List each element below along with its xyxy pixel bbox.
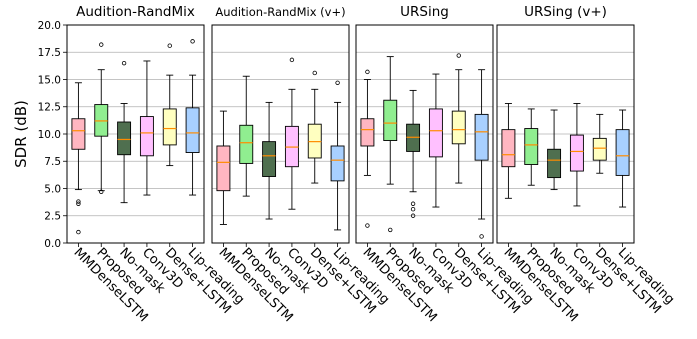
y-tick-label: 10.0 — [38, 129, 61, 141]
y-tick-label: 7.5 — [44, 156, 61, 168]
y-tick-label: 20.0 — [38, 20, 61, 32]
panel-frame — [355, 24, 494, 244]
outlier-point — [335, 80, 340, 85]
panel-4: URSing (v+)MMDenseLSTMProposedNo-maskCon… — [496, 4, 677, 325]
box-iqr — [547, 148, 562, 179]
outlier-point — [410, 213, 416, 218]
outlier-point — [76, 201, 81, 206]
box-iqr — [262, 141, 277, 177]
box-iqr — [615, 129, 630, 176]
box-dense-lstm — [162, 43, 177, 167]
box-lip-reading — [185, 39, 200, 196]
outlier-point — [410, 201, 416, 206]
box-iqr — [569, 134, 584, 172]
box-conv3d — [284, 57, 299, 210]
box-proposed — [239, 75, 254, 197]
outlier-point — [76, 229, 81, 235]
box-dense-lstm — [592, 113, 607, 174]
box-iqr — [216, 145, 231, 192]
box-iqr — [139, 116, 154, 157]
box-iqr — [117, 121, 132, 156]
box-proposed — [383, 56, 398, 233]
outlier-point — [99, 42, 104, 47]
box-proposed — [524, 108, 539, 186]
outlier-point — [456, 53, 461, 58]
outlier-point — [167, 43, 172, 48]
box-iqr — [71, 118, 86, 150]
box-iqr — [451, 110, 466, 145]
box-dense-lstm — [451, 53, 466, 184]
panel-frame — [66, 24, 205, 244]
outlier-point — [365, 223, 370, 228]
panel-title: URSing (v+) — [524, 4, 607, 20]
box-iqr — [501, 129, 516, 168]
box-no-mask — [262, 101, 277, 220]
box-conv3d — [428, 73, 443, 208]
box-proposed — [94, 42, 109, 194]
box-lip-reading — [615, 109, 630, 208]
box-iqr — [383, 99, 398, 141]
box-iqr — [474, 113, 489, 161]
outlier-point — [410, 207, 416, 212]
y-tick-label: 2.5 — [44, 211, 61, 223]
y-tick-label: 0.0 — [44, 238, 61, 250]
box-mmdenselstm — [71, 82, 86, 235]
box-lip-reading — [474, 69, 489, 239]
box-mmdenselstm — [360, 69, 375, 228]
box-iqr — [239, 124, 254, 164]
box-dense-lstm — [307, 70, 322, 184]
panel-frame — [211, 24, 350, 244]
box-conv3d — [139, 60, 154, 196]
y-tick-label: 5.0 — [44, 183, 61, 195]
box-no-mask — [547, 109, 562, 191]
box-iqr — [524, 128, 539, 165]
box-conv3d — [569, 103, 584, 207]
outlier-point — [76, 199, 81, 204]
y-tick-label: 17.5 — [38, 47, 61, 59]
box-iqr — [360, 118, 375, 147]
outlier-point — [312, 70, 317, 76]
outlier-point — [365, 69, 370, 75]
y-tick-label: 12.5 — [38, 102, 61, 114]
panel-title: Audition-RandMix — [76, 4, 195, 20]
panel-frame — [496, 24, 635, 244]
outlier-point — [479, 234, 484, 239]
box-no-mask — [117, 60, 132, 204]
outlier-point — [121, 60, 127, 66]
y-axis-label: SDR (dB) — [12, 100, 30, 168]
box-iqr — [185, 107, 200, 153]
box-iqr — [592, 137, 607, 161]
box-iqr — [330, 145, 345, 182]
outlier-point — [289, 57, 295, 63]
outlier-point — [388, 227, 393, 233]
panel-title: Audition-RandMix (v+) — [215, 5, 345, 19]
box-iqr — [428, 108, 443, 158]
outlier-point — [190, 39, 195, 44]
box-lip-reading — [330, 80, 345, 231]
outlier-point — [99, 189, 104, 194]
box-no-mask — [406, 89, 421, 218]
box-iqr — [162, 108, 177, 146]
panel-2: Audition-RandMix (v+)MMDenseLSTMProposed… — [211, 5, 392, 325]
y-tick-label: 15.0 — [38, 74, 61, 86]
box-mmdenselstm — [216, 110, 231, 225]
panel-title: URSing — [400, 4, 449, 20]
box-mmdenselstm — [501, 103, 516, 199]
